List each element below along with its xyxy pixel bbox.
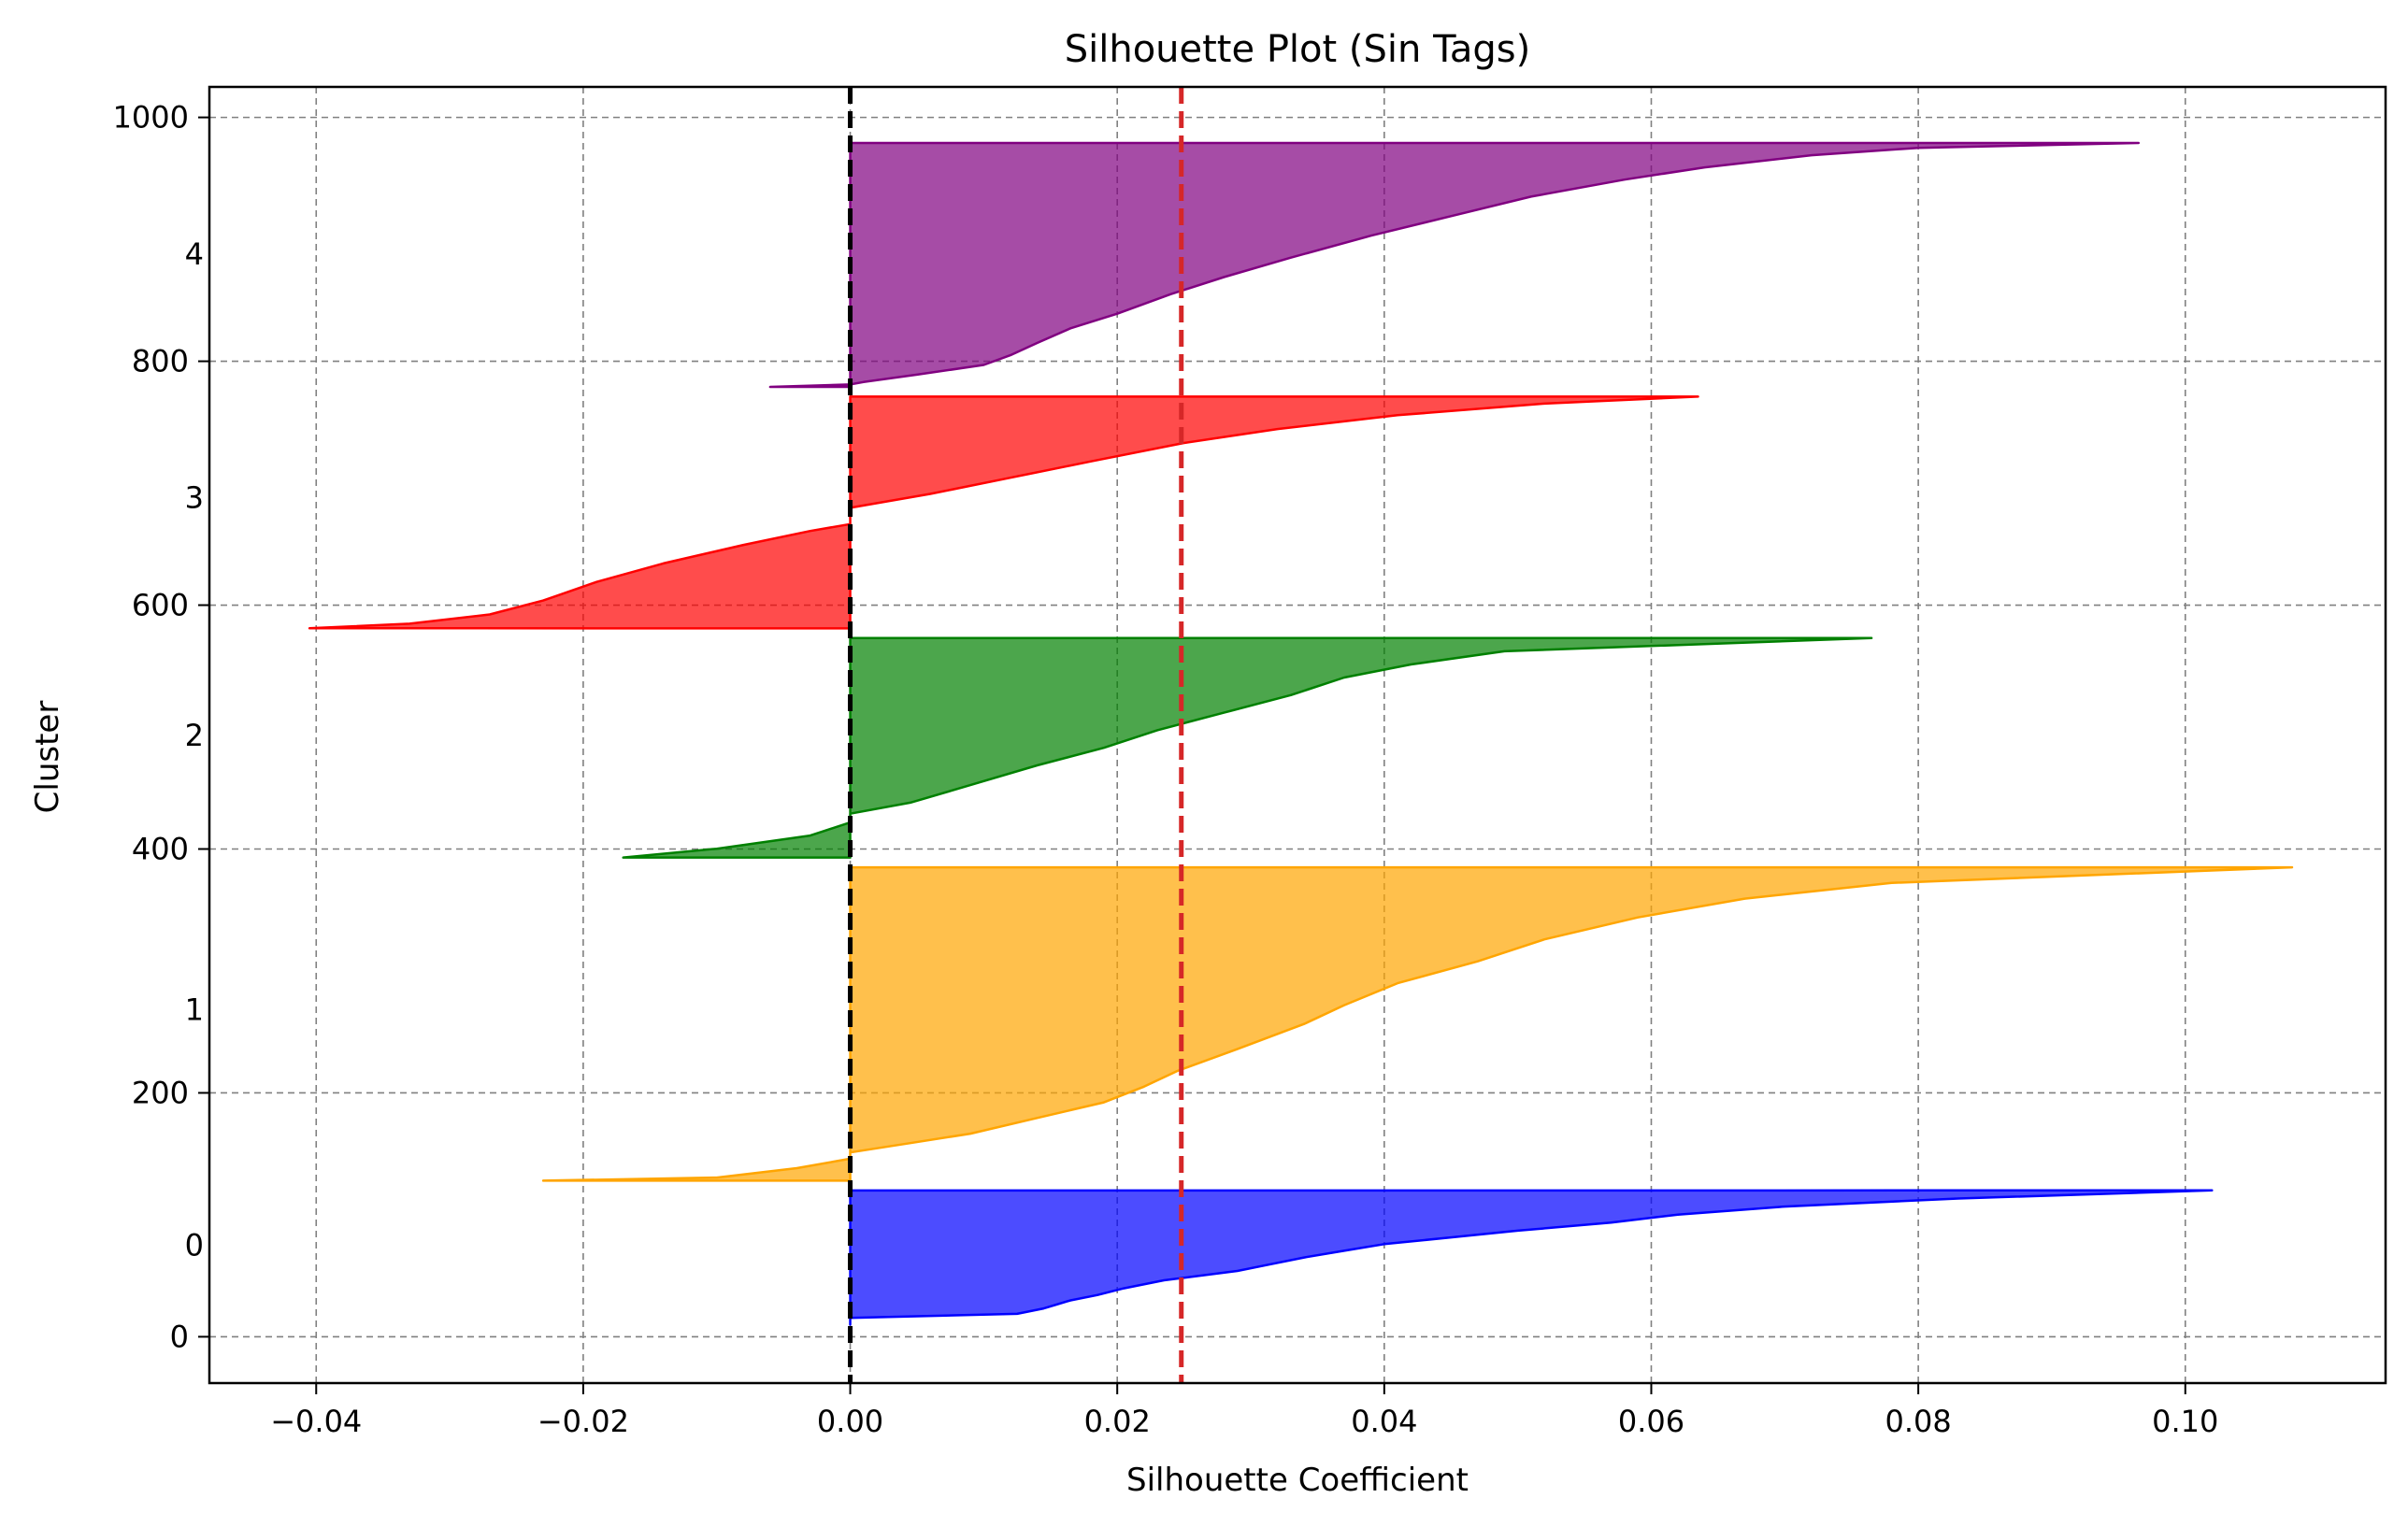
cluster-label-0: 0 (185, 1228, 204, 1263)
cluster-label-2: 2 (185, 718, 204, 753)
silhouette-cluster-4 (768, 141, 2141, 389)
cluster-label-3: 3 (185, 480, 204, 516)
x-axis-label: Silhouette Coefficient (1126, 1462, 1469, 1499)
grid-layer (209, 87, 2386, 1383)
y-tick-label: 200 (132, 1075, 189, 1110)
y-tick-label: 600 (132, 588, 189, 623)
x-tick-label: 0.00 (817, 1404, 883, 1439)
chart-title: Silhouette Plot (Sin Tags) (1065, 28, 1531, 71)
reference-line-layer (848, 87, 1184, 1383)
x-tick-label: 0.08 (1885, 1404, 1951, 1439)
x-tick-label: 0.04 (1351, 1404, 1417, 1439)
silhouette-cluster-2 (622, 636, 1873, 859)
y-tick-label: 800 (132, 344, 189, 379)
silhouette-cluster-1 (541, 865, 2294, 1182)
x-tick-label: 0.06 (1618, 1404, 1684, 1439)
axis-ticks: −0.04 −0.02 0.00 0.02 0.04 0.06 0.08 0.10020040… (113, 100, 2219, 1439)
plot-frame (208, 85, 2387, 1385)
y-tick-label: 0 (170, 1319, 189, 1354)
silhouette-layer (308, 141, 2294, 1326)
silhouette-cluster-3 (308, 395, 1699, 630)
x-tick-label: 0.02 (1084, 1404, 1151, 1439)
x-tick-label: 0.10 (2152, 1404, 2218, 1439)
x-tick-label: −0.04 (270, 1404, 362, 1439)
silhouette-cluster-0 (849, 1189, 2214, 1326)
y-tick-label: 1000 (113, 100, 189, 136)
x-tick-label: −0.02 (538, 1404, 629, 1439)
y-tick-label: 400 (132, 831, 189, 866)
y-axis-label: Cluster (29, 701, 66, 814)
cluster-label-1: 1 (185, 992, 204, 1028)
cluster-labels: 0 1 2 3 4 (185, 236, 204, 1263)
cluster-label-4: 4 (185, 236, 204, 272)
